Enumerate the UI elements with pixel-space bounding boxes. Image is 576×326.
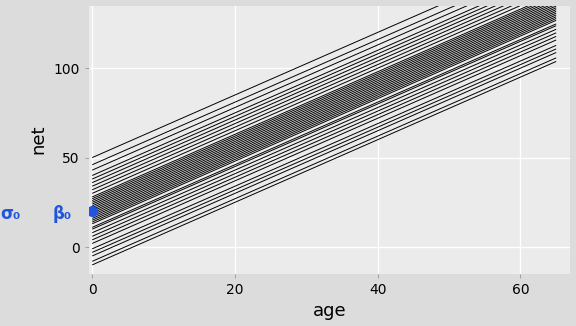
X-axis label: age: age [313,303,346,320]
Text: β₀: β₀ [53,205,72,223]
Y-axis label: net: net [30,125,48,155]
Text: σ₀: σ₀ [1,205,21,223]
